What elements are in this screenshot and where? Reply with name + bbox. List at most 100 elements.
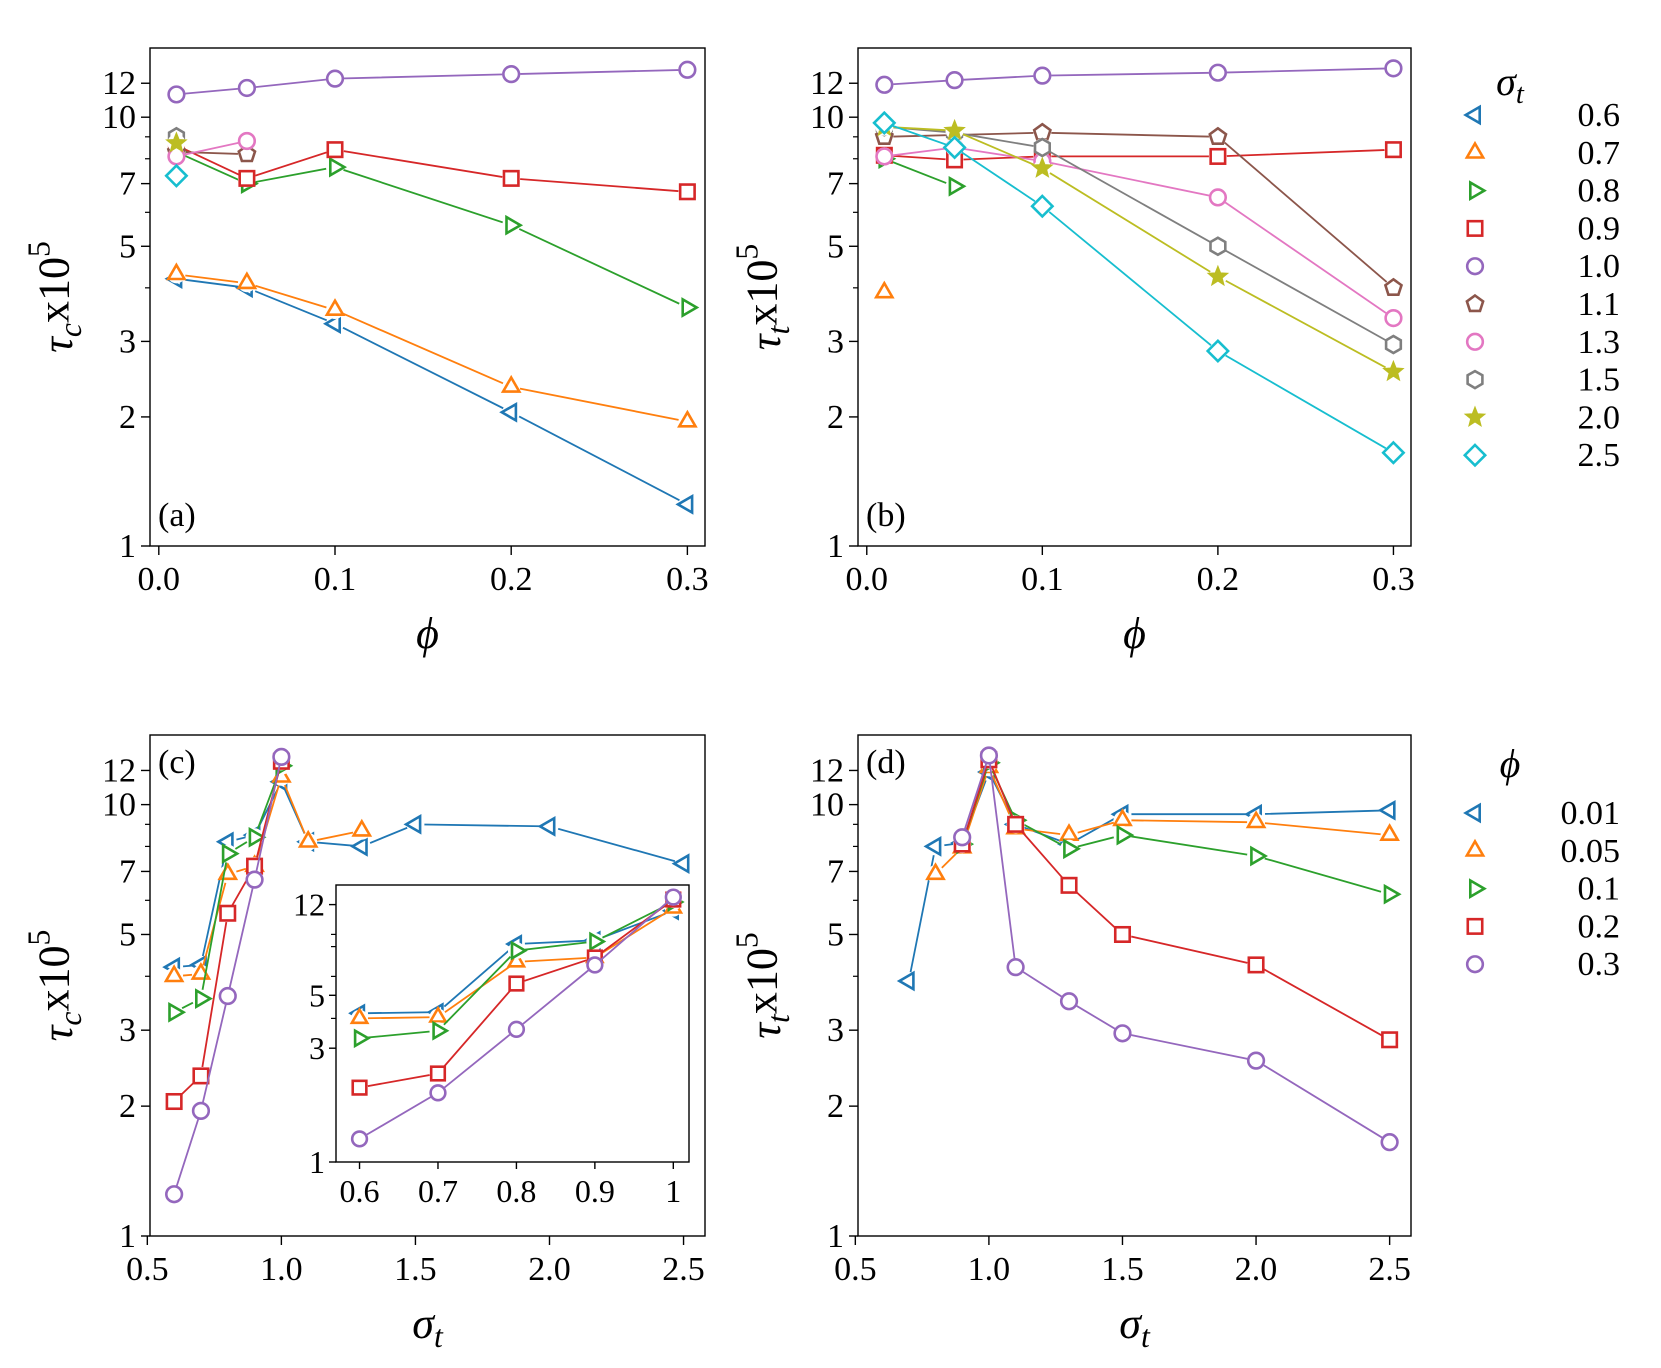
legend-marker [1464, 140, 1486, 159]
data-point-marker [328, 156, 348, 178]
data-point [943, 118, 966, 141]
y-tick-label: 1 [827, 528, 844, 565]
data-point-bg [1113, 1024, 1132, 1043]
data-point-marker [1208, 188, 1228, 207]
data-point-marker [1384, 334, 1403, 355]
data-point-marker [896, 970, 915, 992]
data-point [165, 1185, 184, 1204]
y-tick-label: 2 [119, 399, 136, 436]
y-tick-label: 5 [827, 916, 844, 953]
data-point [1113, 1024, 1132, 1043]
data-point [1377, 799, 1399, 821]
data-point [1384, 59, 1403, 78]
data-point-marker [168, 1001, 187, 1023]
data-point-marker [1383, 277, 1404, 297]
data-point [166, 262, 187, 284]
legend-entry: 0.3 [1465, 946, 1621, 983]
data-point-marker [221, 843, 240, 864]
data-point [925, 862, 946, 884]
data-point-marker [236, 271, 258, 290]
data-point-bg [165, 1185, 184, 1204]
data-point-marker [238, 169, 256, 187]
series-line [883, 157, 955, 188]
data-point-marker [1209, 236, 1227, 257]
data-point-bg [945, 150, 964, 169]
data-point [428, 1005, 448, 1026]
data-point [1112, 808, 1133, 830]
data-point-bg [245, 870, 264, 889]
data-point-marker [500, 374, 522, 393]
data-point-marker [1250, 845, 1268, 867]
data-point-bg [1384, 309, 1403, 328]
data-point-bg [218, 904, 237, 923]
legend-label: 0.8 [1578, 173, 1621, 210]
legend-label: 0.3 [1578, 946, 1621, 983]
legend-title: σt [1496, 59, 1525, 110]
data-point-marker [979, 746, 999, 765]
y-axis-label: τtx105 [730, 244, 796, 350]
data-point [1208, 188, 1228, 207]
data-point [1380, 1133, 1399, 1152]
data-point [429, 1064, 447, 1082]
data-point-marker [1380, 1133, 1399, 1152]
y-tick-label: 7 [119, 853, 136, 890]
data-point-bg [502, 65, 521, 84]
data-point-marker [429, 1065, 447, 1082]
x-axis-label: σt [412, 1299, 444, 1354]
data-point [1205, 338, 1230, 364]
x-tick-label: 0.7 [418, 1173, 458, 1209]
data-point-bg [507, 1020, 525, 1038]
x-tick-label: 0.3 [666, 561, 709, 598]
data-point [953, 828, 972, 847]
data-point-marker [537, 816, 556, 837]
data-point [326, 156, 348, 178]
legend-phi: ϕ 0.010.050.10.20.3 [1463, 741, 1621, 983]
y-tick-label: 5 [309, 977, 325, 1013]
y-tick-label: 10 [810, 99, 844, 136]
data-point [165, 131, 188, 153]
data-point-marker [351, 1079, 368, 1096]
x-tick-label: 0.0 [138, 561, 181, 598]
data-point [350, 1130, 369, 1148]
legend-label: 0.05 [1561, 833, 1621, 870]
data-point-marker [1059, 992, 1079, 1011]
data-point [297, 829, 319, 851]
data-point [237, 78, 257, 98]
data-point [1113, 925, 1132, 944]
legend-marker [1465, 332, 1485, 351]
data-point [677, 409, 698, 431]
data-point [979, 746, 999, 765]
data-point-marker [403, 814, 422, 835]
legend-marker [1463, 405, 1487, 427]
x-tick-label: 2.0 [528, 1251, 571, 1288]
data-point-marker [353, 1028, 371, 1049]
y-tick-label: 5 [119, 916, 136, 953]
data-point-marker [191, 1101, 211, 1121]
data-point [872, 110, 897, 135]
plot-frame [857, 734, 1412, 1237]
data-point [191, 988, 213, 1009]
legend-marker [1466, 917, 1484, 935]
legend-entry: 0.1 [1469, 871, 1620, 908]
data-point-marker [945, 71, 964, 90]
data-point-marker [190, 962, 212, 980]
legend-entry: 2.5 [1462, 437, 1620, 474]
x-tick-label: 0.3 [1372, 561, 1415, 598]
x-tick-label: 0.2 [1197, 561, 1240, 598]
data-point-bg [1208, 63, 1227, 82]
data-point-bg [191, 1101, 210, 1120]
data-point [165, 1092, 184, 1111]
data-point-marker [349, 1007, 370, 1025]
data-point-bg [326, 140, 344, 159]
data-point-marker [325, 69, 345, 88]
data-point-bg [351, 1130, 369, 1148]
data-point-marker [1205, 338, 1230, 364]
data-point [1060, 838, 1081, 860]
x-tick-label: 1 [665, 1173, 681, 1209]
data-point-bg [1380, 1030, 1399, 1049]
data-point-bg [1208, 188, 1227, 207]
data-point-bg [326, 69, 344, 88]
y-tick-label: 1 [119, 1218, 136, 1255]
data-point-bg [237, 169, 256, 188]
data-point-bg [945, 138, 964, 157]
